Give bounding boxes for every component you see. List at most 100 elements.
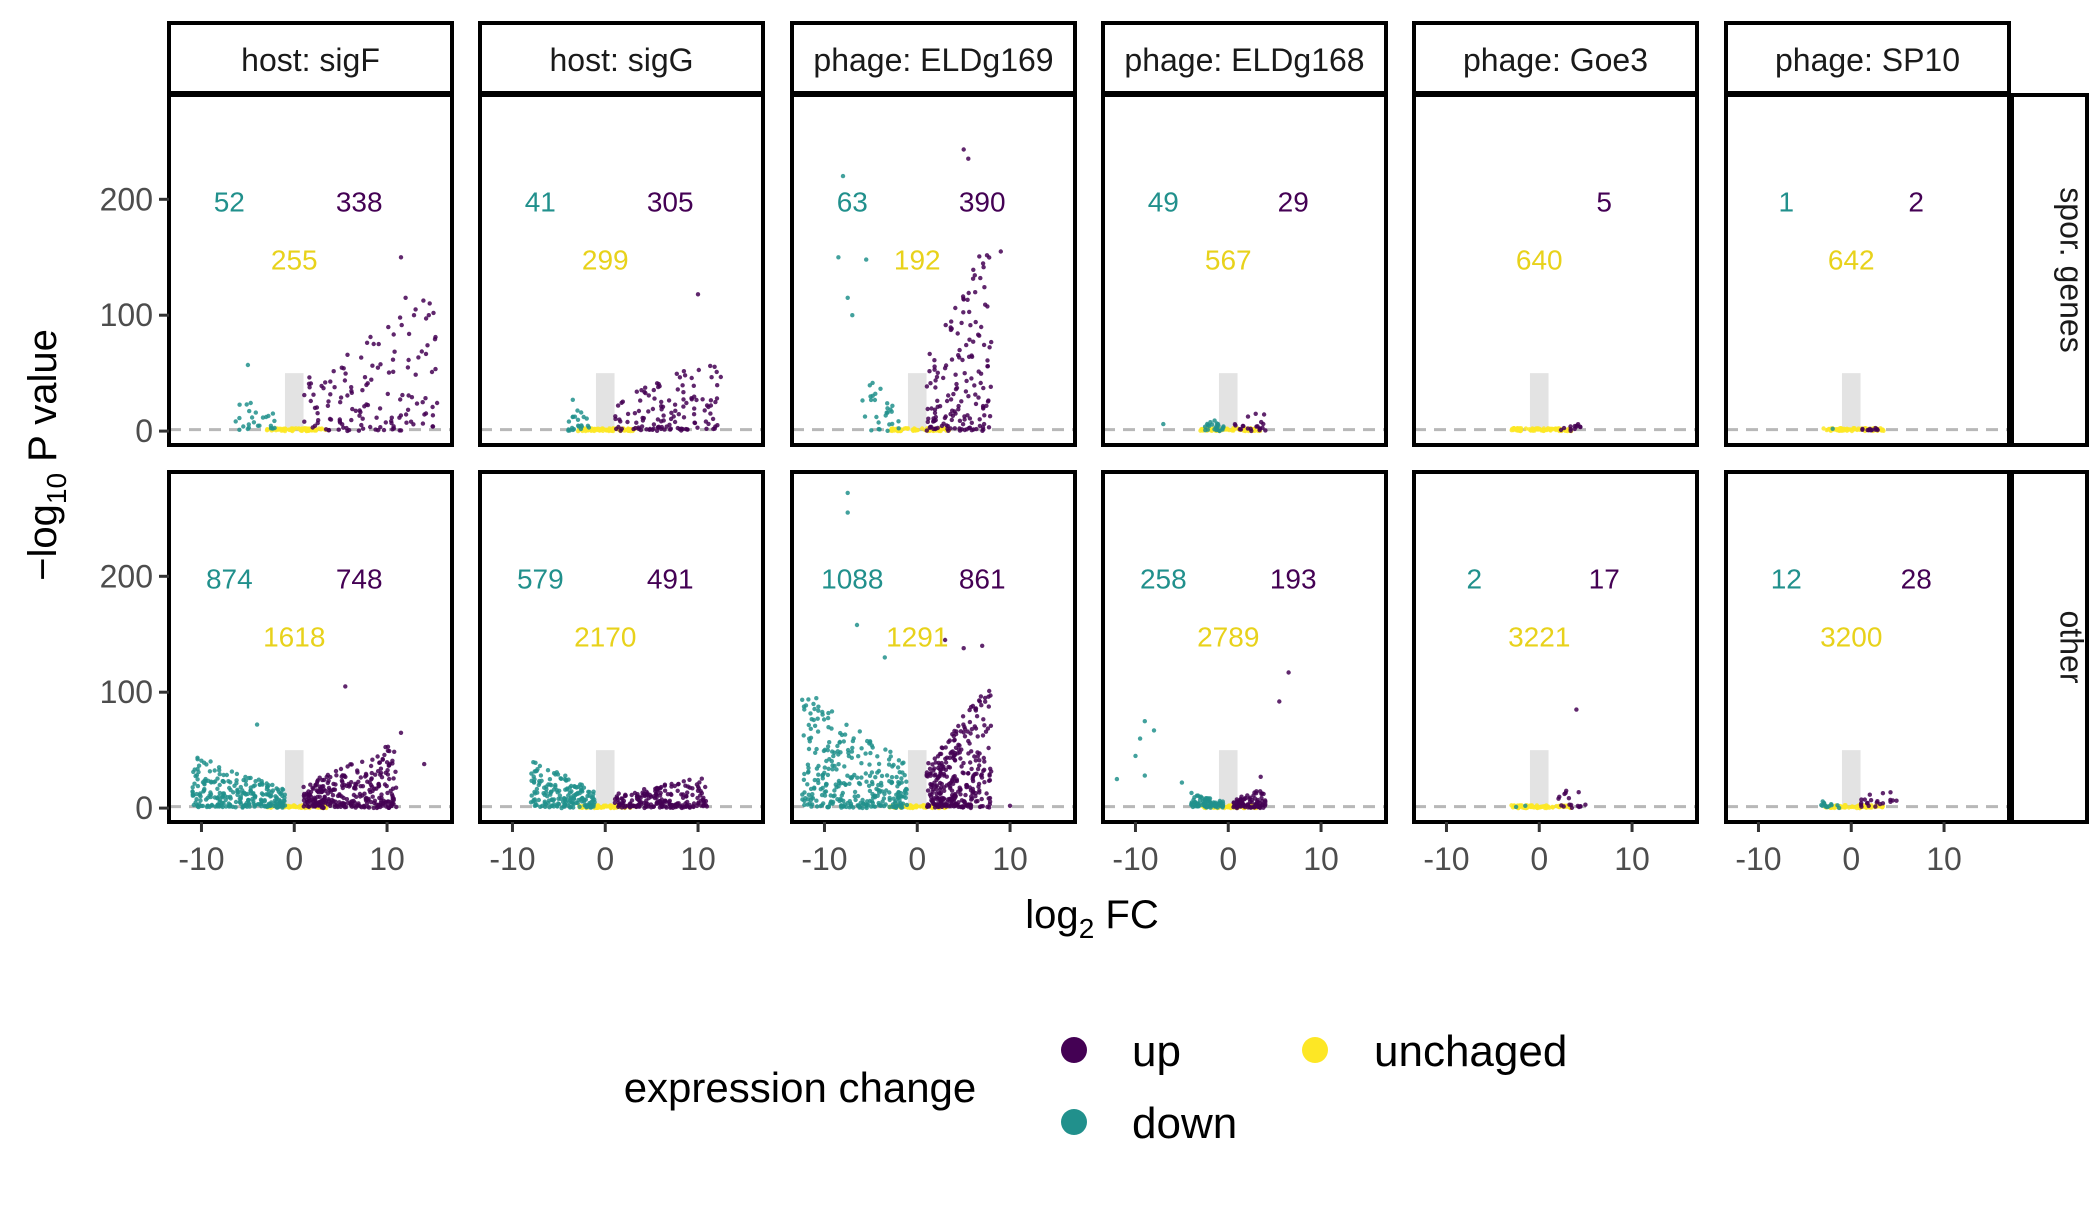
point-up: [1869, 427, 1875, 433]
point-up: [370, 363, 375, 368]
point-up: [943, 414, 948, 419]
point-up: [302, 392, 307, 398]
point-up: [360, 416, 365, 421]
point-down: [243, 774, 248, 780]
point-down: [863, 751, 868, 756]
point-up: [975, 750, 980, 755]
point-up: [403, 412, 409, 417]
point-up: [353, 786, 358, 791]
point-down: [826, 766, 831, 771]
point-up: [988, 384, 993, 389]
point-down: [860, 398, 865, 403]
point-up: [321, 805, 326, 811]
point-down: [870, 781, 875, 787]
point-up: [981, 755, 986, 761]
point-up: [948, 786, 953, 791]
panel-background: [1726, 95, 2009, 445]
point-down: [803, 703, 809, 708]
point-up: [925, 406, 930, 412]
point-up: [1245, 414, 1251, 419]
nonsignificant-band: [595, 373, 615, 432]
point-down: [815, 777, 821, 783]
point-down: [1212, 804, 1218, 809]
point-up: [315, 789, 320, 794]
point-up: [973, 794, 978, 799]
point-up: [374, 805, 380, 811]
point-up: [953, 745, 959, 750]
point-up: [938, 790, 944, 796]
point-up: [660, 404, 666, 409]
point-up: [432, 337, 438, 342]
point-up: [951, 738, 957, 743]
point-up: [976, 369, 981, 374]
point-down: [243, 792, 249, 797]
point-up: [328, 379, 333, 384]
point-down-outlier: [528, 800, 534, 805]
point-up: [341, 425, 346, 430]
point-up: [965, 804, 971, 809]
point-up: [714, 396, 720, 401]
y-tick-label: 100: [100, 674, 153, 710]
y-tick-label: 0: [135, 790, 153, 826]
point-unchanged: [610, 427, 616, 432]
point-up: [708, 403, 714, 408]
point-down: [809, 717, 814, 722]
point-down: [806, 697, 811, 702]
point-up: [340, 800, 345, 806]
point-down: [234, 781, 239, 786]
point-down: [591, 804, 596, 809]
point-up: [987, 414, 993, 419]
point-up: [987, 345, 992, 350]
point-up: [979, 324, 984, 330]
point-down: [829, 709, 835, 714]
point-down: [235, 792, 240, 798]
y-tick-label: 200: [100, 181, 153, 217]
point-up: [958, 804, 963, 810]
point-up: [946, 781, 952, 787]
point-down: [899, 776, 904, 781]
point-up: [359, 422, 364, 428]
point-up: [370, 794, 375, 799]
point-down: [580, 789, 585, 794]
nonsignificant-band: [595, 750, 615, 809]
point-up: [681, 369, 687, 374]
point-up: [959, 764, 964, 769]
point-down: [1208, 420, 1213, 425]
point-up: [369, 776, 374, 781]
point-down: [842, 764, 847, 769]
point-up: [662, 788, 668, 793]
panel-background: [1414, 472, 1697, 822]
point-up: [306, 381, 312, 386]
point-up: [970, 778, 976, 784]
point-up: [312, 797, 318, 802]
point-down: [858, 800, 863, 806]
point-down: [194, 797, 199, 802]
point-up: [932, 364, 937, 369]
point-up: [369, 377, 374, 382]
point-down: [822, 765, 827, 770]
point-up: [377, 406, 383, 411]
point-up: [1860, 426, 1865, 432]
point-up: [405, 407, 411, 412]
point-down: [223, 804, 229, 809]
point-down: [890, 403, 895, 408]
point-unchanged: [913, 428, 918, 433]
point-up: [321, 777, 327, 783]
point-down: [216, 794, 222, 799]
point-down: [1217, 800, 1222, 806]
point-up: [704, 403, 710, 408]
point-up: [375, 365, 381, 370]
point-up: [382, 752, 387, 758]
point-up: [383, 420, 388, 425]
point-up: [406, 393, 411, 398]
point-up: [943, 767, 949, 772]
point-down: [233, 799, 239, 805]
point-up: [957, 426, 962, 431]
point-down: [249, 415, 255, 420]
point-up: [985, 364, 990, 369]
point-up: [926, 761, 931, 766]
point-up: [935, 398, 940, 403]
point-up: [1576, 790, 1581, 795]
point-up: [932, 367, 937, 372]
point-up: [398, 397, 403, 402]
